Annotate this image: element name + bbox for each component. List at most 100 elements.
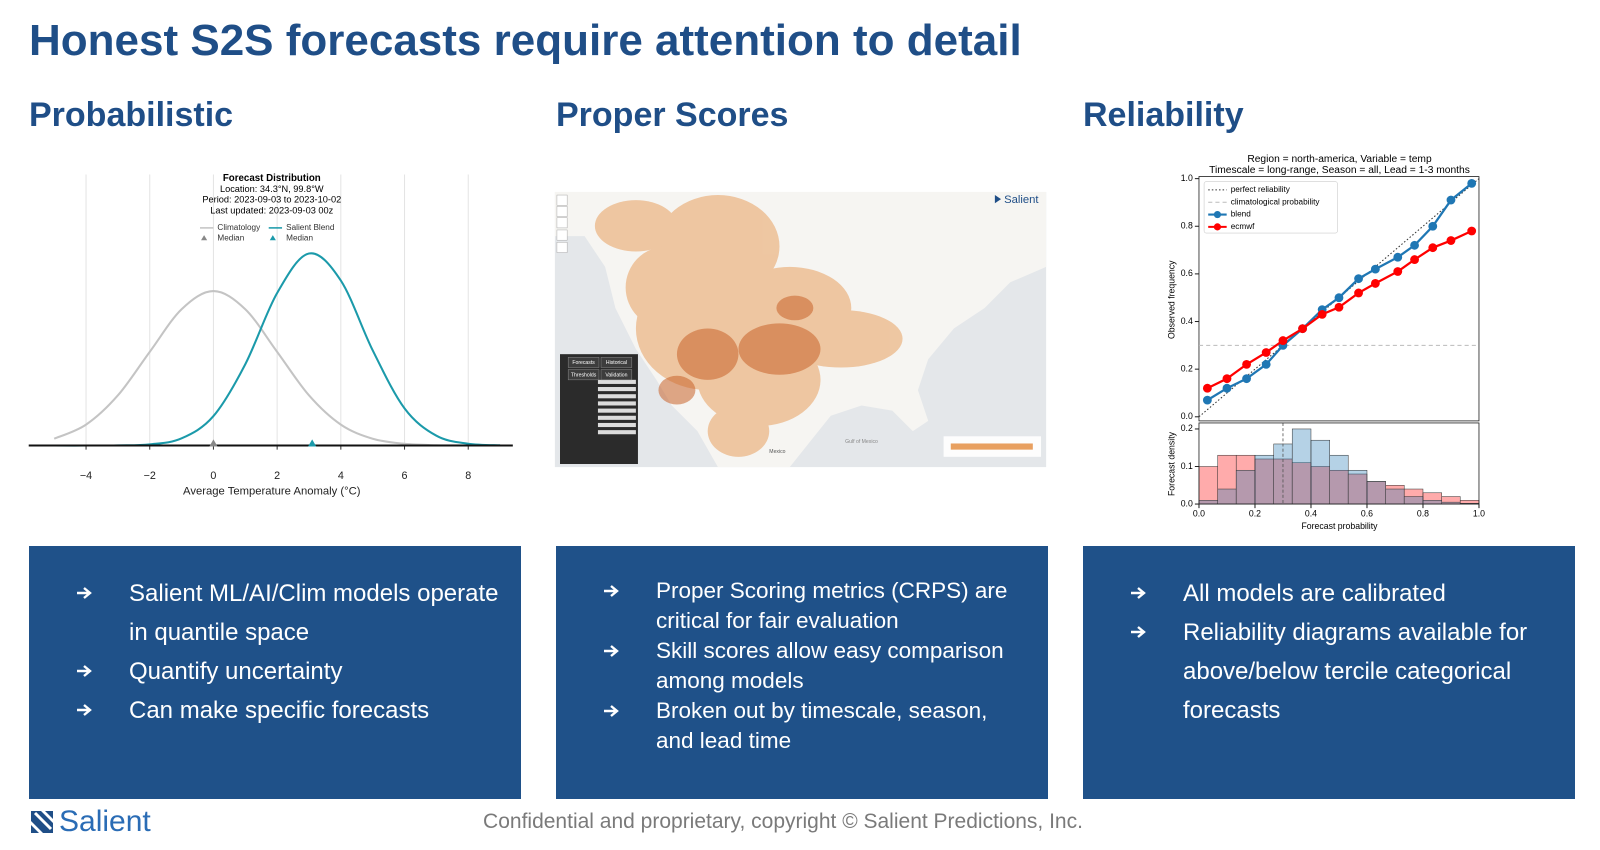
slide-title: Honest S2S forecasts require attention t… bbox=[29, 16, 1022, 65]
histogram-bar bbox=[1217, 488, 1237, 505]
reliability-point bbox=[1334, 302, 1344, 312]
x-tick-label: 0.0 bbox=[1193, 509, 1205, 519]
logo-icon bbox=[31, 811, 53, 833]
legend-label: ecmwf bbox=[1231, 222, 1255, 231]
plot-frame bbox=[1198, 176, 1480, 422]
bullet: Can make specific forecasts bbox=[77, 691, 499, 730]
map-tab bbox=[600, 369, 633, 381]
legend-marker bbox=[269, 235, 276, 241]
reliability-point bbox=[1222, 383, 1232, 393]
histogram-bar bbox=[1347, 469, 1368, 505]
x-tick-label: 0.8 bbox=[1417, 509, 1429, 519]
zoom-controls bbox=[556, 194, 568, 253]
map-tab bbox=[567, 369, 600, 381]
y-axis-label: Forecast density bbox=[1167, 431, 1177, 496]
legend-box bbox=[1203, 181, 1338, 234]
histogram-bar bbox=[1403, 496, 1424, 505]
x-tick-label: 6 bbox=[402, 470, 408, 482]
map-logo: Salient bbox=[1004, 194, 1039, 206]
reliability-point bbox=[1410, 255, 1419, 265]
column-heading: Reliability bbox=[1083, 96, 1244, 134]
reliability-point bbox=[1202, 383, 1212, 393]
reliability-point bbox=[1317, 309, 1327, 319]
bullet: Reliability diagrams available for above… bbox=[1131, 613, 1553, 730]
reliability-point bbox=[1242, 374, 1251, 384]
y-tick-label: 0.0 bbox=[1181, 411, 1193, 421]
median-marker bbox=[308, 439, 317, 447]
y-axis-label: Observed frequency bbox=[1167, 260, 1177, 339]
x-tick-label: −4 bbox=[80, 470, 92, 482]
histogram-bar bbox=[1329, 454, 1349, 505]
reliability-point bbox=[1410, 240, 1419, 250]
map-tab bbox=[567, 356, 600, 368]
column-heading: Proper Scores bbox=[556, 96, 789, 134]
x-tick-label: 4 bbox=[338, 470, 344, 482]
reliability-point bbox=[1446, 195, 1456, 205]
bullet-box: Proper Scoring metrics (CRPS) are critic… bbox=[556, 546, 1048, 799]
reliability-point bbox=[1370, 279, 1380, 288]
map-legend-ramp bbox=[950, 443, 1033, 450]
bullet-list: Salient ML/AI/Clim models operate in qua… bbox=[29, 546, 521, 730]
bullet: All models are calibrated bbox=[1131, 574, 1553, 613]
y-tick-label: 0.4 bbox=[1181, 316, 1193, 326]
copyright: Confidential and proprietary, copyright … bbox=[483, 810, 1083, 833]
legend-label: Climatology bbox=[217, 223, 261, 232]
legend-label: blend bbox=[1231, 210, 1251, 219]
reliability-point bbox=[1354, 288, 1363, 298]
map-tab-label: Thresholds bbox=[571, 373, 597, 379]
bullet: Salient ML/AI/Clim models operate in qua… bbox=[77, 574, 499, 652]
map-tab-label: Forecasts bbox=[572, 360, 595, 366]
x-tick-label: 8 bbox=[465, 470, 471, 482]
reliability-point bbox=[1354, 274, 1363, 284]
x-axis-label: Average Temperature Anomaly (°C) bbox=[183, 486, 361, 498]
chart-title: Forecast Distribution bbox=[223, 173, 321, 184]
legend-label: climatological probability bbox=[1231, 197, 1321, 206]
legend-label: Median bbox=[217, 233, 244, 242]
y-tick-label: 0.2 bbox=[1181, 423, 1193, 433]
histogram-bar bbox=[1385, 488, 1405, 505]
y-tick-label: 0.1 bbox=[1181, 461, 1193, 471]
reliability-point bbox=[1428, 243, 1438, 253]
x-tick-label: 1.0 bbox=[1473, 509, 1485, 519]
bullet: Skill scores allow easy comparison among… bbox=[604, 636, 1026, 696]
histogram-bar bbox=[1366, 481, 1386, 505]
logo-text: Salient bbox=[59, 805, 151, 838]
histogram-bar bbox=[1310, 439, 1330, 505]
reliability-point bbox=[1298, 324, 1307, 334]
bullet: Broken out by timescale, season, and lea… bbox=[604, 696, 1026, 756]
bullet-list: Proper Scoring metrics (CRPS) are critic… bbox=[556, 546, 1048, 756]
legend-label: Median bbox=[286, 233, 313, 242]
histogram-bar bbox=[1291, 428, 1312, 505]
bullet-box: All models are calibrated Reliability di… bbox=[1083, 546, 1575, 799]
x-tick-label: 0.6 bbox=[1361, 509, 1373, 519]
histogram-bar bbox=[1198, 500, 1218, 505]
histogram-bar bbox=[1254, 454, 1274, 505]
legend-label: Salient Blend bbox=[286, 223, 335, 232]
plot-frame bbox=[1198, 422, 1480, 505]
reliability-point bbox=[1446, 236, 1456, 245]
histogram-bar bbox=[1198, 466, 1218, 505]
y-tick-label: 0.6 bbox=[1181, 268, 1193, 278]
x-axis-label: Forecast probability bbox=[1301, 521, 1378, 531]
y-tick-label: 0.0 bbox=[1181, 498, 1193, 508]
map bbox=[554, 191, 1047, 468]
legend-label: perfect reliability bbox=[1231, 185, 1291, 194]
bullet: Proper Scoring metrics (CRPS) are critic… bbox=[604, 576, 1026, 636]
chart-title: Region = north-america, Variable = temp bbox=[1247, 154, 1432, 165]
map-shading-dark bbox=[658, 295, 821, 405]
map-tab-label: Historical bbox=[606, 360, 627, 366]
y-tick-label: 0.8 bbox=[1181, 221, 1193, 231]
chart-subtitle: Period: 2023-09-03 to 2023-10-02 bbox=[202, 195, 341, 205]
column-heading: Probabilistic bbox=[29, 96, 234, 134]
reliability-point bbox=[1222, 374, 1232, 384]
legend-marker bbox=[1213, 223, 1222, 231]
legend-marker bbox=[1213, 210, 1222, 219]
reliability-point bbox=[1428, 221, 1438, 231]
reliability-point bbox=[1334, 293, 1344, 303]
y-tick-label: 0.2 bbox=[1181, 363, 1193, 373]
reliability-point bbox=[1393, 267, 1403, 276]
x-tick-label: 0 bbox=[210, 470, 216, 482]
y-tick-label: 1.0 bbox=[1181, 173, 1193, 183]
